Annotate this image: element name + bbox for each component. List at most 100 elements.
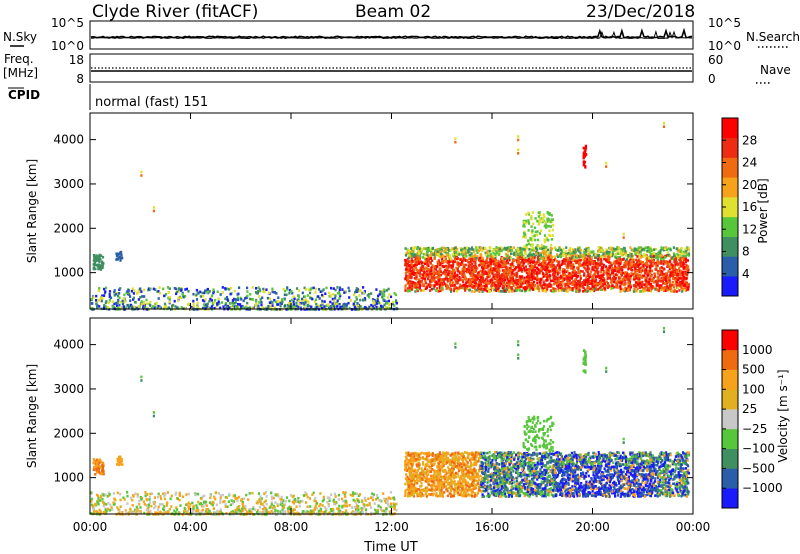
echo-point	[546, 254, 549, 258]
echo-point	[446, 264, 449, 268]
echo-point	[610, 246, 613, 250]
echo-point	[522, 257, 525, 261]
echo-point	[494, 280, 497, 284]
echo-point	[553, 270, 557, 273]
echo-point	[623, 289, 627, 293]
echo-point	[181, 294, 185, 297]
echo-point	[593, 280, 596, 283]
echo-point	[298, 289, 301, 292]
echo-point	[687, 252, 691, 255]
echo-point	[212, 290, 215, 293]
echo-point	[595, 270, 598, 273]
echo-point	[95, 264, 98, 267]
echo-point	[561, 260, 564, 264]
echo-point	[681, 280, 684, 283]
echo-point	[300, 301, 303, 305]
echo-point	[605, 285, 608, 288]
echo-point	[587, 286, 590, 289]
echo-point	[625, 258, 628, 261]
echo-point	[477, 281, 480, 284]
echo-point	[497, 281, 500, 285]
echo-point	[219, 293, 222, 296]
echo-point	[551, 264, 555, 267]
echo-point	[279, 304, 282, 308]
echo-point	[638, 286, 641, 290]
echo-point	[518, 268, 522, 272]
echo-point	[578, 246, 581, 249]
colorbar-tick-label: 4	[742, 267, 750, 281]
echo-point	[416, 282, 419, 286]
echo-point	[623, 262, 626, 265]
echo-point	[593, 261, 596, 264]
echo-point	[421, 273, 424, 276]
echo-point	[375, 302, 378, 305]
echo-point	[525, 243, 528, 247]
echo-point	[675, 261, 678, 264]
echo-point	[433, 253, 436, 256]
echo-point	[584, 280, 587, 284]
echo-point	[316, 306, 319, 309]
echo-point	[576, 275, 579, 278]
echo-point	[522, 264, 525, 267]
echo-point	[533, 277, 536, 280]
echo-point	[271, 511, 274, 515]
echo-point	[461, 286, 464, 289]
echo-point	[463, 268, 467, 271]
echo-point	[520, 248, 524, 251]
echo-point	[383, 303, 386, 307]
echo-point	[257, 286, 260, 289]
echo-point	[461, 262, 464, 266]
echo-point	[667, 270, 670, 273]
echo-point	[501, 262, 504, 265]
echo-point	[494, 256, 497, 260]
echo-point	[615, 284, 618, 287]
echo-point	[481, 266, 484, 269]
echo-point	[492, 275, 495, 279]
echo-point	[97, 298, 100, 302]
echo-point	[603, 257, 606, 261]
echo-point	[541, 251, 544, 254]
echo-point	[641, 283, 644, 286]
echo-point	[446, 251, 449, 255]
echo-point	[531, 275, 534, 279]
echo-point	[654, 279, 658, 283]
echo-point	[444, 251, 447, 254]
echo-point	[443, 270, 446, 274]
echo-point	[486, 256, 489, 260]
echo-point	[478, 264, 481, 267]
echo-point	[290, 298, 293, 302]
echo-point	[503, 263, 506, 267]
echo-point	[456, 248, 459, 251]
echo-point	[585, 248, 588, 251]
echo-point	[331, 302, 334, 305]
echo-point	[495, 289, 498, 292]
echo-point	[623, 263, 626, 267]
echo-point	[643, 253, 646, 256]
echo-point	[277, 300, 280, 303]
echo-point	[445, 253, 448, 257]
echo-point	[509, 277, 513, 280]
echo-point	[489, 259, 492, 263]
echo-point	[668, 265, 671, 269]
echo-point	[633, 284, 636, 287]
echo-point	[309, 296, 312, 300]
echo-point	[577, 268, 580, 271]
echo-point	[658, 284, 661, 287]
echo-point	[659, 262, 663, 265]
echo-point	[557, 262, 560, 265]
echo-point	[478, 273, 481, 277]
echo-point	[600, 255, 604, 259]
beam-title: Beam 02	[355, 2, 431, 22]
echo-point	[553, 277, 556, 281]
echo-point	[560, 282, 563, 285]
echo-point	[522, 255, 525, 259]
echo-point	[669, 248, 672, 252]
echo-point	[168, 298, 171, 301]
echo-point	[459, 258, 462, 261]
echo-point	[116, 301, 119, 304]
echo-point	[438, 275, 441, 279]
echo-point	[375, 288, 378, 291]
echo-point	[654, 263, 657, 266]
echo-point	[323, 300, 326, 303]
echo-point	[379, 290, 382, 293]
